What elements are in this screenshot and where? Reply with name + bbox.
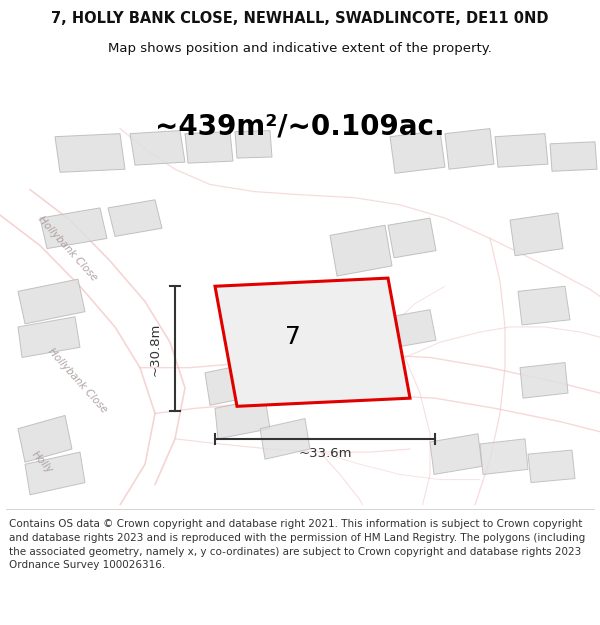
Text: 7: 7 bbox=[284, 325, 301, 349]
Polygon shape bbox=[130, 131, 185, 165]
Polygon shape bbox=[390, 309, 436, 348]
Text: Hollybank Close: Hollybank Close bbox=[46, 347, 110, 415]
Polygon shape bbox=[330, 225, 392, 276]
Text: Hollybank Close: Hollybank Close bbox=[37, 214, 100, 283]
Text: ~33.6m: ~33.6m bbox=[298, 447, 352, 459]
Text: Map shows position and indicative extent of the property.: Map shows position and indicative extent… bbox=[108, 42, 492, 55]
Polygon shape bbox=[215, 398, 270, 439]
Polygon shape bbox=[108, 200, 162, 236]
Text: 7, HOLLY BANK CLOSE, NEWHALL, SWADLINCOTE, DE11 0ND: 7, HOLLY BANK CLOSE, NEWHALL, SWADLINCOT… bbox=[51, 11, 549, 26]
Polygon shape bbox=[18, 416, 72, 462]
Text: ~30.8m: ~30.8m bbox=[149, 322, 161, 376]
Text: ~439m²/~0.109ac.: ~439m²/~0.109ac. bbox=[155, 112, 445, 141]
Polygon shape bbox=[235, 131, 272, 158]
Polygon shape bbox=[480, 439, 528, 474]
Polygon shape bbox=[550, 142, 597, 171]
Text: Holly: Holly bbox=[29, 449, 55, 475]
Polygon shape bbox=[495, 134, 548, 168]
Polygon shape bbox=[520, 362, 568, 398]
Polygon shape bbox=[215, 278, 410, 406]
Polygon shape bbox=[25, 452, 85, 495]
Polygon shape bbox=[430, 434, 482, 474]
Polygon shape bbox=[518, 286, 570, 325]
Text: Contains OS data © Crown copyright and database right 2021. This information is : Contains OS data © Crown copyright and d… bbox=[9, 519, 585, 570]
Polygon shape bbox=[390, 131, 445, 173]
Polygon shape bbox=[260, 419, 310, 459]
Polygon shape bbox=[510, 213, 563, 256]
Polygon shape bbox=[205, 362, 260, 405]
Polygon shape bbox=[330, 283, 386, 328]
Polygon shape bbox=[18, 279, 85, 324]
Polygon shape bbox=[528, 450, 575, 482]
Polygon shape bbox=[185, 132, 233, 163]
Polygon shape bbox=[55, 134, 125, 172]
Polygon shape bbox=[18, 317, 80, 357]
Polygon shape bbox=[388, 218, 436, 258]
Polygon shape bbox=[40, 208, 107, 249]
Polygon shape bbox=[445, 129, 494, 169]
